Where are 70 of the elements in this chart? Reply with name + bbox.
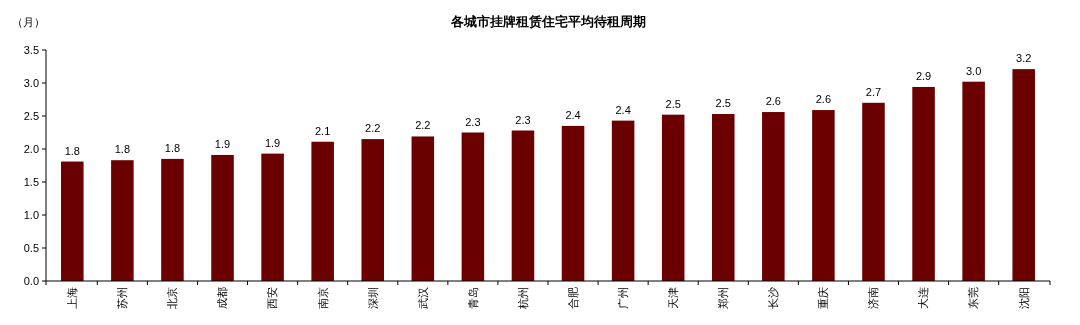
data-label: 2.5: [665, 97, 681, 110]
data-label: 2.9: [915, 69, 932, 82]
bar: [962, 81, 985, 281]
data-label: 1.8: [114, 143, 131, 156]
x-tick-label: 合肥: [566, 287, 579, 309]
x-tick-label: 广州: [616, 287, 629, 309]
data-label: 2.4: [565, 108, 581, 121]
data-label: 2.1: [315, 124, 331, 137]
bar: [61, 161, 84, 281]
y-tick-label: 3.0: [23, 76, 39, 89]
y-tick-label: 1.5: [23, 175, 39, 188]
data-label: 2.6: [815, 93, 832, 106]
bar: [1012, 69, 1035, 281]
y-tick-label: 2.0: [23, 142, 39, 155]
bar: [812, 110, 835, 281]
data-label: 2.3: [515, 113, 531, 126]
x-tick-label: 长沙: [767, 287, 780, 309]
bar: [411, 136, 435, 281]
data-label: 3.2: [1016, 52, 1032, 65]
x-tick-label: 济南: [867, 287, 880, 309]
x-tick-label: 上海: [66, 287, 79, 309]
y-tick-label: 1.0: [23, 208, 39, 221]
y-tick-label: 2.5: [23, 109, 39, 122]
x-tick-label: 大连: [917, 287, 930, 309]
bar: [311, 141, 334, 281]
bar: [361, 139, 384, 281]
x-tick-label: 青岛: [466, 287, 479, 309]
data-label: 1.8: [64, 144, 80, 157]
x-tick-label: 武汉: [416, 287, 429, 309]
data-label: 2.4: [615, 103, 631, 116]
x-tick-label: 成都: [216, 287, 229, 309]
data-label: 3.0: [965, 64, 982, 77]
x-tick-label: 天津: [667, 287, 680, 309]
data-label: 2.6: [765, 95, 781, 108]
bar: [111, 160, 134, 281]
chart-title: 各城市挂牌租赁住宅平均待租周期: [449, 14, 646, 29]
y-axis-title: （月）: [12, 16, 45, 28]
data-label: 2.2: [415, 119, 431, 132]
x-tick-label: 深圳: [366, 287, 379, 309]
data-label: 2.3: [465, 115, 481, 128]
bar: [561, 125, 585, 281]
data-label: 1.8: [164, 141, 181, 154]
x-tick-label: 沈阳: [1017, 287, 1030, 309]
x-tick-label: 重庆: [817, 287, 830, 309]
bar: [762, 112, 785, 281]
x-tick-label: 杭州: [516, 287, 529, 310]
y-tick-label: 3.5: [23, 43, 39, 56]
x-tick-label: 南京: [316, 287, 329, 309]
bar: [862, 102, 885, 281]
bar: [261, 153, 284, 281]
bar: [161, 158, 184, 281]
bar: [211, 154, 234, 281]
bar: [511, 130, 535, 281]
data-label: 1.9: [264, 136, 281, 149]
data-label: 1.9: [214, 137, 231, 150]
x-tick-label: 西安: [266, 287, 279, 309]
bar: [611, 120, 635, 281]
bar: [712, 114, 735, 281]
x-tick-label: 东莞: [967, 287, 980, 309]
x-tick-label: 北京: [166, 287, 179, 309]
x-tick-label: 苏州: [116, 287, 129, 309]
y-tick-label: 0.5: [23, 241, 39, 254]
data-label: 2.5: [715, 97, 731, 110]
data-label: 2.2: [365, 122, 381, 135]
bar: [912, 86, 935, 281]
bar: [461, 132, 485, 281]
data-label: 2.7: [865, 85, 882, 98]
bar: [661, 114, 685, 281]
y-tick-label: 0.0: [23, 274, 39, 287]
x-tick-label: 郑州: [717, 287, 730, 309]
